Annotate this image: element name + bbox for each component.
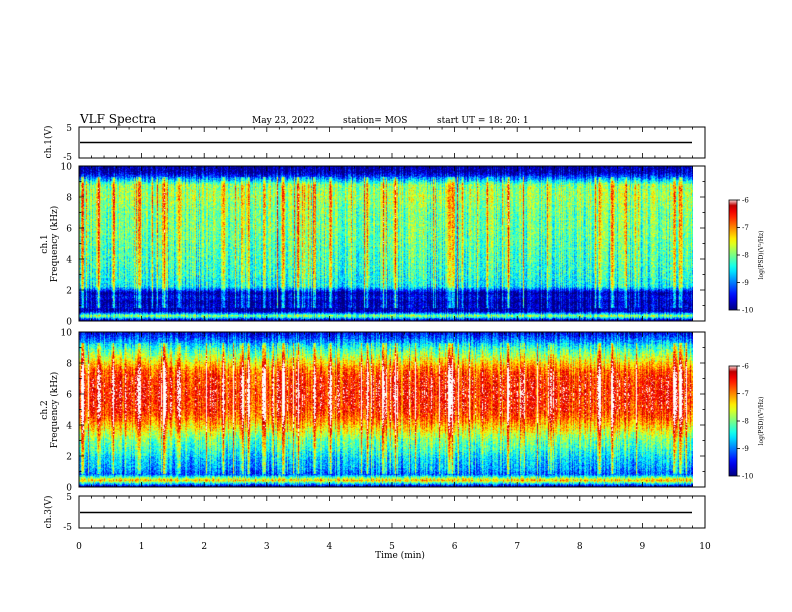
ch1-spectrogram-panel: 10 8 6 4 2 0 ch.1 Frequency (kHz) [40, 163, 706, 328]
ch2-spectrogram-image [79, 332, 693, 487]
ch1-wave-tick-top: 5 [66, 124, 72, 134]
ch3-wave-ylabel: ch.3(V) [43, 496, 54, 529]
freq-tick-label: 2 [66, 287, 72, 297]
colorbar-tick-label: -7 [742, 224, 749, 232]
colorbar-tick-label: -6 [742, 363, 749, 371]
colorbar-tick-label: -7 [742, 390, 749, 398]
freq-tick-label: 2 [66, 453, 72, 463]
freq-tick-label: 10 [61, 163, 73, 173]
colorbar-tick-label: -10 [742, 307, 753, 315]
start-time-label: start UT = 18: 20: 1 [437, 116, 529, 126]
figure-title: VLF Spectra [79, 112, 156, 126]
colorbar-tick-label: -9 [742, 279, 749, 287]
ch2-freq-ticks: 10 8 6 4 2 0 [61, 329, 705, 494]
x-tick-label: 4 [327, 542, 333, 552]
x-tick-label: 0 [76, 542, 82, 552]
x-tick-label: 1 [139, 542, 145, 552]
x-tick-label: 3 [264, 542, 270, 552]
ch1-wave-ylabel: ch.1(V) [43, 126, 54, 159]
colorbar-tick-label: -8 [742, 418, 749, 426]
freq-tick-label: 8 [66, 194, 72, 204]
ch1-freq-ticks: 10 8 6 4 2 0 [61, 163, 705, 328]
x-tick-label: 6 [452, 542, 458, 552]
colorbar-ch1-ticks: -6 -7 -8 -9 -10 [737, 197, 753, 315]
ch3-wave-tick-bottom: -5 [63, 523, 72, 533]
station-label: station= MOS [343, 116, 407, 126]
freq-tick-label: 6 [66, 391, 72, 401]
freq-tick-label: 4 [66, 422, 72, 432]
x-tick-label: 10 [699, 542, 711, 552]
ch1-wave-xticks [78, 127, 706, 158]
colorbar-ch2-label: log(PSD)(V²/Hz) [758, 397, 765, 446]
x-tick-label: 5 [389, 542, 395, 552]
ch3-wave-xticks [78, 496, 706, 528]
ch2-spec-ylabel-freq: Frequency (kHz) [49, 372, 60, 449]
ch1-spec-ylabel: ch.1 [40, 234, 50, 253]
colorbar-tick-label: -10 [742, 473, 753, 481]
colorbar-ch1-label: log(PSD)(V²/Hz) [758, 231, 765, 280]
time-axis-title: Time (min) [375, 550, 425, 561]
x-tick-label: 9 [640, 542, 646, 552]
ch2-spectrogram-panel: 10 8 6 4 2 0 ch.2 Frequency (kHz) [40, 329, 706, 494]
ch3-wave-tick-top: 5 [66, 493, 72, 503]
colorbar-tick-label: -8 [742, 252, 749, 260]
freq-tick-label: 4 [66, 256, 72, 266]
colorbar-ch2-ticks: -6 -7 -8 -9 -10 [737, 363, 753, 481]
freq-tick-label: 10 [61, 329, 73, 339]
ch2-spec-xticks [78, 332, 706, 487]
x-tick-label: 2 [201, 542, 207, 552]
freq-tick-label: 0 [66, 318, 72, 328]
ch1-spec-ylabel-freq: Frequency (kHz) [49, 206, 60, 283]
date-label: May 23, 2022 [252, 116, 315, 126]
ch1-spec-xticks [78, 166, 706, 321]
ch1-wave-tick-bottom: -5 [63, 153, 72, 163]
freq-tick-label: 6 [66, 225, 72, 235]
ch1-waveform-panel: 5 -5 ch.1(V) [43, 124, 706, 163]
x-tick-label: 8 [577, 542, 583, 552]
colorbar-ch1: -6 -7 -8 -9 -10 log(PSD)(V²/Hz) [728, 197, 765, 315]
ch2-spec-ylabel: ch.2 [40, 400, 50, 419]
x-tick-label: 7 [514, 542, 520, 552]
time-axis-labels: 0 1 2 3 4 5 6 7 8 9 10 [76, 542, 711, 552]
colorbar-ch2-strip [728, 365, 738, 477]
colorbar-tick-label: -6 [742, 197, 749, 205]
freq-tick-label: 8 [66, 360, 72, 370]
ch1-spectrogram-image [79, 166, 693, 321]
ch3-waveform-panel: 5 -5 ch.3(V) [43, 493, 706, 533]
colorbar-tick-label: -9 [742, 445, 749, 453]
colorbar-ch2: -6 -7 -8 -9 -10 log(PSD)(V²/Hz) [728, 363, 765, 481]
colorbar-ch1-strip [728, 199, 738, 311]
freq-tick-label: 0 [66, 484, 72, 494]
